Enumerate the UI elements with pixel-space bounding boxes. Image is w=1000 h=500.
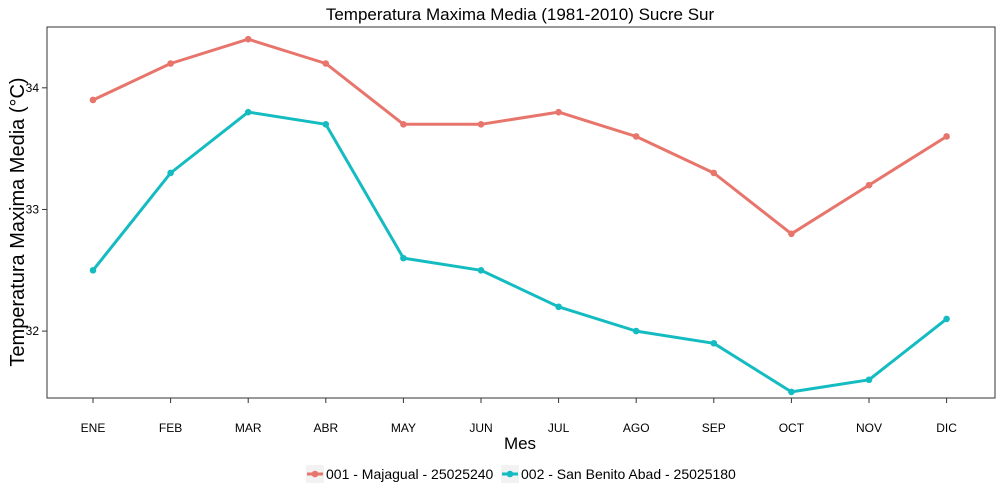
legend-label: 002 - San Benito Abad - 25025180 <box>521 466 736 482</box>
y-tick-label: 32 <box>26 324 40 338</box>
x-tick-label: FEB <box>159 421 182 435</box>
legend-label: 001 - Majagual - 25025240 <box>326 466 494 482</box>
data-point <box>710 169 718 177</box>
data-point <box>555 108 562 116</box>
data-point <box>788 230 795 238</box>
x-tick-label: ENE <box>81 421 106 435</box>
legend-key-point <box>311 470 319 478</box>
data-point <box>400 254 407 262</box>
data-point <box>477 121 485 128</box>
data-point <box>477 266 485 274</box>
x-tick-label: SEP <box>702 421 726 435</box>
y-tick-label: 34 <box>26 81 40 95</box>
series-line-1 <box>91 37 949 236</box>
x-tick-label: AGO <box>623 421 650 435</box>
x-axis-title: Mes <box>504 434 536 453</box>
legend: 001 - Majagual - 25025240 002 - San Benit… <box>306 465 736 483</box>
legend-key-point <box>506 470 514 478</box>
data-point <box>400 121 407 128</box>
data-point <box>865 376 873 384</box>
data-point <box>943 315 950 323</box>
data-point <box>89 266 97 274</box>
data-point <box>244 108 252 116</box>
x-tick-label: MAR <box>235 421 262 435</box>
data-point <box>89 96 97 104</box>
x-tick-label: NOV <box>856 421 882 435</box>
data-point <box>244 35 252 43</box>
y-tick-label: 33 <box>26 202 40 216</box>
data-point <box>322 121 330 128</box>
data-point <box>788 388 795 396</box>
data-point <box>632 133 640 140</box>
y-axis-title: Temperatura Maxima Media (°C) <box>7 77 29 366</box>
data-point <box>167 60 174 67</box>
x-tick-label: JUL <box>548 421 570 435</box>
data-point <box>632 327 640 335</box>
x-tick-label: OCT <box>779 421 805 435</box>
data-point <box>943 133 950 140</box>
x-tick-label: DIC <box>936 421 957 435</box>
y-axis: 32 33 34 <box>26 81 47 338</box>
x-tick-label: ABR <box>313 421 338 435</box>
data-point <box>322 60 330 67</box>
plot-panel <box>46 26 996 399</box>
data-point <box>167 169 174 177</box>
x-axis: ENE FEB MAR ABR MAY JUN JUL AGO SEP OCT NOV DIC <box>81 398 957 435</box>
data-point <box>865 181 873 189</box>
data-point <box>710 339 718 347</box>
series-line-2 <box>91 110 949 394</box>
data-point <box>555 303 562 311</box>
x-tick-label: MAY <box>391 421 416 435</box>
chart-title: Temperatura Maxima Media (1981-2010) Suc… <box>326 5 715 24</box>
series-layer <box>89 35 950 396</box>
x-tick-label: JUN <box>469 421 492 435</box>
